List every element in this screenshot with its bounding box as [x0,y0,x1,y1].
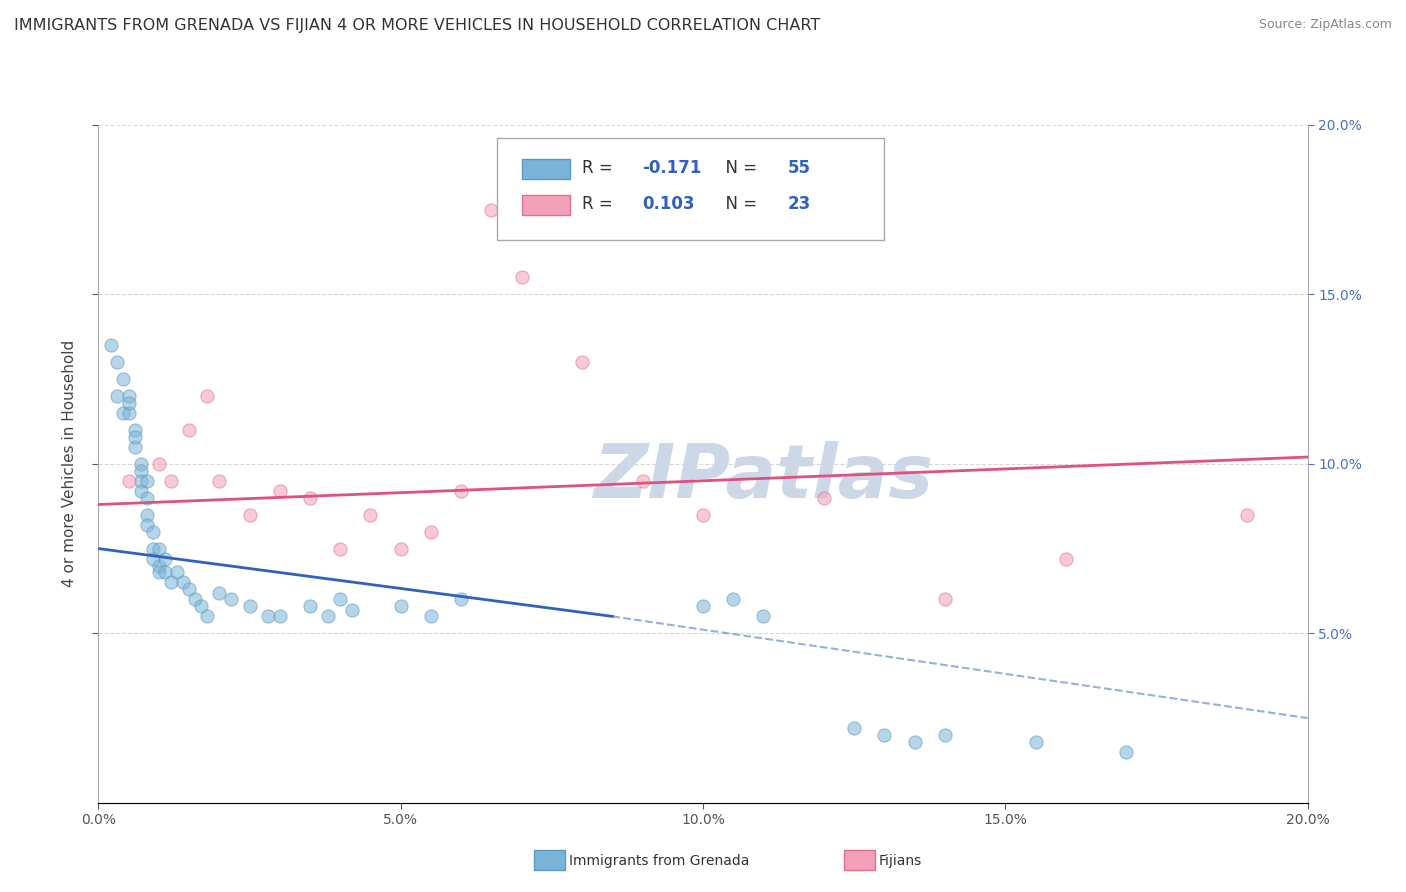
Point [100,338,122,352]
Point [111,372,134,386]
Point [135,508,157,522]
Point [153,566,176,580]
Text: R =: R = [582,195,623,213]
Point [184,592,207,607]
Text: N =: N = [716,160,762,178]
Point [179,423,201,437]
Text: -0.171: -0.171 [643,160,702,178]
Point [105,355,128,369]
Point [148,558,170,573]
Point [142,541,165,556]
FancyBboxPatch shape [498,138,884,240]
Text: Fijians: Fijians [879,854,922,868]
Point [692,599,714,614]
Point [450,592,472,607]
Point [389,541,412,556]
Point [510,270,533,285]
Point [129,457,152,471]
Point [148,566,170,580]
Point [360,508,382,522]
Point [1115,745,1137,759]
Point [692,508,714,522]
Bar [522,159,569,179]
Point [934,592,956,607]
Point [299,491,322,505]
Point [135,517,157,532]
Point [299,599,322,614]
Point [160,474,183,488]
Point [172,575,194,590]
Point [105,389,128,403]
Point [221,592,243,607]
Point [269,483,291,498]
Text: 23: 23 [787,195,811,213]
Point [160,575,183,590]
Point [142,551,165,566]
Point [179,582,201,597]
Point [118,396,141,410]
Text: R =: R = [582,160,619,178]
Point [239,599,262,614]
Text: Immigrants from Grenada: Immigrants from Grenada [569,854,749,868]
Text: 55: 55 [787,160,811,178]
Point [256,609,278,624]
Point [420,524,443,539]
Point [329,592,352,607]
Point [329,541,352,556]
Text: 0.103: 0.103 [643,195,695,213]
Point [1054,551,1077,566]
Point [195,609,218,624]
Point [450,483,472,498]
Point [129,483,152,498]
Point [316,609,339,624]
Point [118,406,141,420]
Point [208,474,231,488]
Point [124,423,146,437]
Point [239,508,262,522]
Point [129,474,152,488]
Point [1024,735,1046,749]
Point [934,728,956,742]
Point [420,609,443,624]
Text: IMMIGRANTS FROM GRENADA VS FIJIAN 4 OR MORE VEHICLES IN HOUSEHOLD CORRELATION CH: IMMIGRANTS FROM GRENADA VS FIJIAN 4 OR M… [14,18,820,33]
Point [124,430,146,444]
Point [166,566,188,580]
Point [190,599,212,614]
Point [1236,508,1258,522]
Point [481,202,503,217]
Point [142,524,165,539]
Point [342,602,364,616]
Point [153,551,176,566]
Point [208,585,231,599]
Point [129,464,152,478]
Point [631,474,654,488]
Point [118,474,141,488]
Point [571,355,593,369]
Bar [522,194,569,215]
Y-axis label: 4 or more Vehicles in Household: 4 or more Vehicles in Household [62,340,77,588]
Point [844,721,866,735]
Point [904,735,927,749]
Point [873,728,896,742]
Point [195,389,218,403]
Point [813,491,835,505]
Point [111,406,134,420]
Point [135,491,157,505]
Point [723,592,745,607]
Text: ZIPatlas: ZIPatlas [593,441,934,514]
Point [752,609,775,624]
Point [124,440,146,454]
Text: Source: ZipAtlas.com: Source: ZipAtlas.com [1258,18,1392,31]
Point [269,609,291,624]
Point [135,474,157,488]
Point [389,599,412,614]
Text: N =: N = [716,195,762,213]
Point [118,389,141,403]
Point [148,457,170,471]
Point [148,541,170,556]
